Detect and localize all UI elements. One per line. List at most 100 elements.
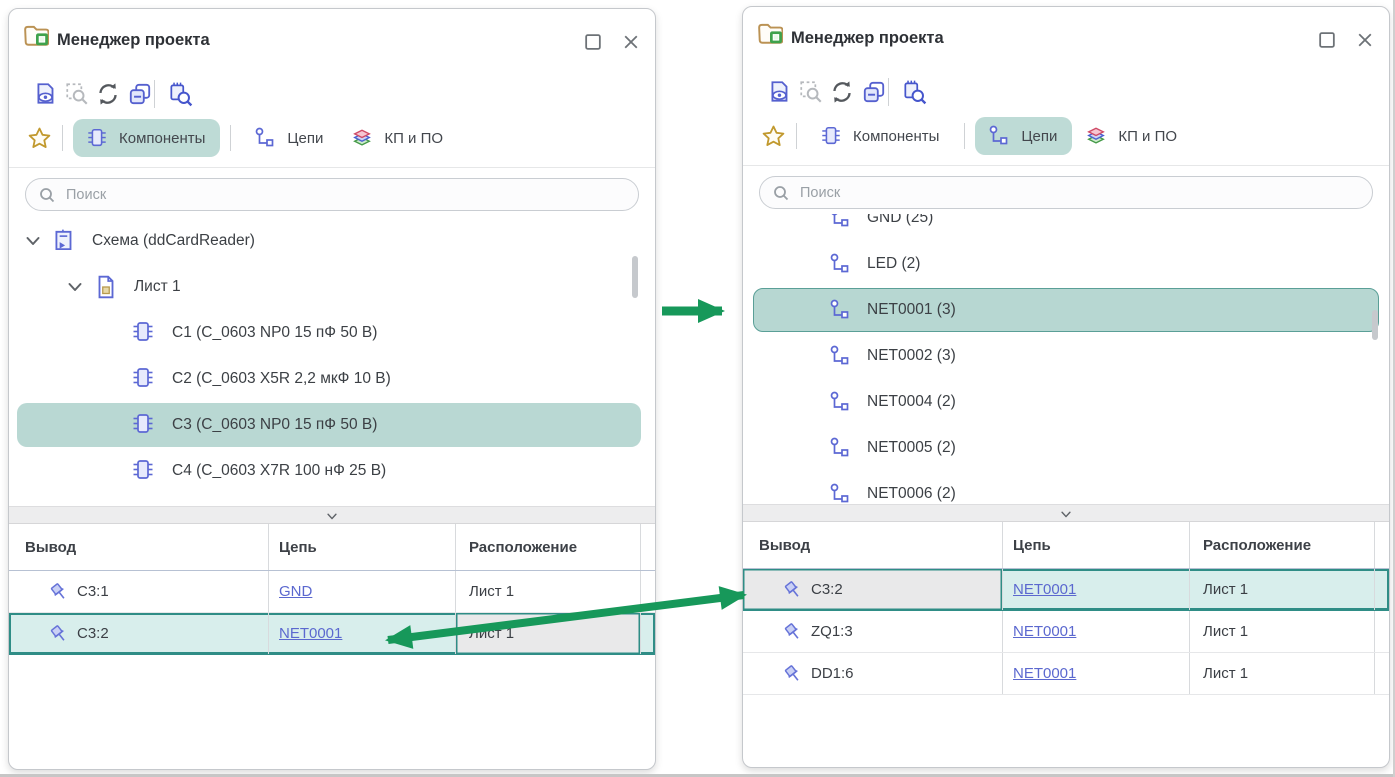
net-icon — [829, 437, 851, 459]
layers-icon — [1085, 125, 1107, 147]
tree-item-label: Лист 1 — [134, 278, 181, 295]
collapse-all-button[interactable] — [861, 79, 887, 105]
tree-item-c4[interactable]: C4 (C_0603 X7R 100 нФ 25 В) — [9, 448, 655, 494]
tree-item-schema[interactable]: Схема (ddCardReader) — [9, 218, 655, 264]
tree-item-c3-selected[interactable]: C3 (C_0603 NP0 15 пФ 50 В) — [9, 402, 655, 448]
favorites-star-icon[interactable] — [761, 124, 786, 149]
table-row[interactable]: ZQ1:3 NET0001 Лист 1 — [743, 611, 1389, 653]
chevron-down-icon[interactable] — [66, 278, 84, 296]
refresh-button[interactable] — [829, 79, 855, 105]
net-link[interactable]: NET0001 — [1013, 623, 1077, 640]
chevron-down-icon[interactable] — [24, 232, 42, 250]
tree-item-label: C4 (C_0603 X7R 100 нФ 25 В) — [172, 462, 387, 479]
find-component-button[interactable] — [901, 79, 927, 105]
titlebar[interactable]: Менеджер проекта — [9, 9, 655, 63]
tree-item-c1[interactable]: C1 (C_0603 NP0 15 пФ 50 В) — [9, 310, 655, 356]
net-link[interactable]: NET0001 — [1013, 581, 1077, 598]
net-link[interactable]: NET0001 — [1013, 665, 1077, 682]
close-button[interactable] — [621, 32, 641, 52]
show-document-button[interactable] — [33, 81, 59, 107]
net-link[interactable]: NET0001 — [279, 625, 343, 642]
divider — [9, 167, 655, 168]
collapse-all-button[interactable] — [127, 81, 153, 107]
toolbar — [743, 77, 1389, 109]
net-icon — [829, 391, 851, 413]
component-icon — [86, 127, 108, 149]
net-item-label: NET0004 (2) — [867, 393, 956, 410]
tab-layers[interactable]: КП и ПО — [1072, 117, 1192, 155]
net-item-net0006[interactable]: NET0006 (2) — [743, 471, 1389, 504]
location-cell: Лист 1 — [1190, 611, 1375, 652]
net-icon — [988, 125, 1010, 147]
divider — [743, 165, 1389, 166]
panel-splitter[interactable] — [9, 506, 655, 524]
favorites-star-icon[interactable] — [27, 126, 52, 151]
tree-item-c2[interactable]: C2 (C_0603 X5R 2,2 мкФ 10 В) — [9, 356, 655, 402]
project-manager-window-components: Менеджер проекта Компоненты Цепи — [8, 8, 656, 770]
table-header: Вывод Цепь Расположение — [9, 524, 655, 571]
maximize-button[interactable] — [583, 32, 603, 52]
table-row[interactable]: DD1:6 NET0001 Лист 1 — [743, 653, 1389, 695]
tree-item-label: C2 (C_0603 X5R 2,2 мкФ 10 В) — [172, 370, 391, 387]
column-header-location: Расположение — [456, 524, 641, 570]
net-item-label: NET0005 (2) — [867, 439, 956, 456]
tree-item-label: C3 (C_0603 NP0 15 пФ 50 В) — [172, 416, 378, 433]
table-header: Вывод Цепь Расположение — [743, 522, 1389, 569]
project-manager-icon — [23, 22, 50, 48]
tab-layers[interactable]: КП и ПО — [338, 119, 458, 157]
search-icon — [40, 188, 55, 203]
maximize-button[interactable] — [1317, 30, 1337, 50]
show-document-button[interactable] — [767, 79, 793, 105]
tabs-separator — [230, 125, 232, 151]
pushpin-icon — [49, 581, 70, 602]
tree-item-sheet[interactable]: Лист 1 — [9, 264, 655, 310]
pin-cell: C3:1 — [77, 583, 109, 600]
tree-scrollbar-thumb[interactable] — [632, 256, 638, 298]
tree-item-label: Схема (ddCardReader) — [92, 232, 255, 249]
pushpin-icon — [783, 621, 804, 642]
titlebar[interactable]: Менеджер проекта — [743, 7, 1389, 61]
tab-components[interactable]: Компоненты — [807, 117, 954, 155]
tabs-separator — [796, 123, 797, 149]
find-component-button[interactable] — [167, 81, 193, 107]
table-row-selected[interactable]: C3:2 NET0001 Лист 1 — [743, 569, 1389, 611]
table-row[interactable]: C3:1 GND Лист 1 — [9, 571, 655, 613]
nets-list: GND (25) LED (2) NET0001 (3) NET0002 (3)… — [743, 214, 1389, 504]
panel-splitter[interactable] — [743, 504, 1389, 522]
tab-label: Цепи — [287, 129, 324, 147]
list-scrollbar-thumb[interactable] — [1372, 310, 1378, 340]
net-item-net0005[interactable]: NET0005 (2) — [743, 425, 1389, 471]
pin-cell: C3:2 — [811, 581, 843, 598]
pin-cell: ZQ1:3 — [811, 623, 853, 640]
tabs-separator — [62, 125, 63, 151]
tab-nets[interactable]: Цепи — [975, 117, 1073, 155]
window-title: Менеджер проекта — [57, 31, 210, 49]
search-input[interactable] — [800, 184, 1360, 201]
tab-components[interactable]: Компоненты — [73, 119, 221, 157]
component-icon — [131, 366, 157, 392]
zoom-to-selection-button[interactable] — [64, 81, 90, 107]
net-item-net0004[interactable]: NET0004 (2) — [743, 379, 1389, 425]
search-box[interactable] — [759, 176, 1373, 209]
net-icon — [829, 345, 851, 367]
search-input[interactable] — [66, 186, 626, 203]
view-tabs: Компоненты Цепи КП и ПО — [761, 115, 1379, 157]
zoom-to-selection-button[interactable] — [798, 79, 824, 105]
net-item-net0002[interactable]: NET0002 (3) — [743, 333, 1389, 379]
chevron-down-icon — [1061, 511, 1071, 518]
components-tree: Схема (ddCardReader) Лист 1 C1 (C_0603 N… — [9, 216, 655, 506]
net-item-led[interactable]: LED (2) — [743, 241, 1389, 287]
close-button[interactable] — [1355, 30, 1375, 50]
tab-nets[interactable]: Цепи — [241, 119, 338, 157]
search-icon — [774, 186, 789, 201]
net-item-net0001-selected[interactable]: NET0001 (3) — [743, 287, 1389, 333]
net-item-gnd[interactable]: GND (25) — [743, 214, 1389, 241]
screen-edge — [0, 774, 1395, 777]
net-link[interactable]: GND — [279, 583, 313, 600]
refresh-button[interactable] — [95, 81, 121, 107]
search-box[interactable] — [25, 178, 639, 211]
component-icon — [131, 458, 157, 484]
tab-label: КП и ПО — [384, 129, 444, 147]
net-item-label: NET0001 (3) — [867, 301, 956, 318]
table-row-selected[interactable]: C3:2 NET0001 Лист 1 — [9, 613, 655, 655]
